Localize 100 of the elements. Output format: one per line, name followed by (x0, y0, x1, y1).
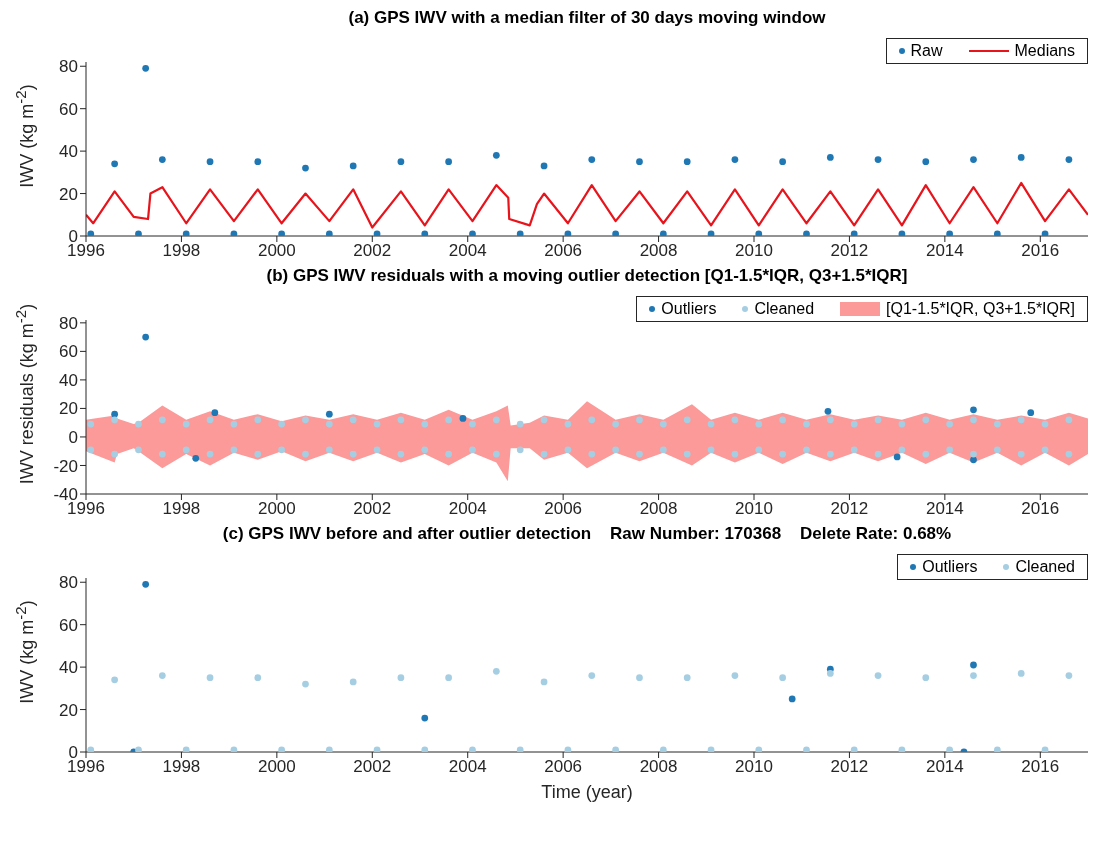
x-tick-label: 2004 (448, 241, 487, 261)
point (111, 676, 119, 684)
y-tick-label: 80 (59, 313, 78, 333)
point (850, 746, 858, 752)
point (445, 674, 453, 682)
x-tick-label: 2002 (353, 241, 392, 261)
point (874, 156, 882, 163)
point (469, 746, 476, 752)
point (893, 453, 901, 461)
point (612, 746, 620, 752)
legend-label: Cleaned (1015, 558, 1075, 576)
point (755, 230, 763, 236)
y-tick-label: 60 (59, 99, 78, 119)
point (325, 230, 333, 236)
point (707, 746, 715, 752)
point (349, 678, 357, 686)
x-tick-label: 2012 (830, 499, 869, 519)
point (421, 714, 429, 722)
point (970, 156, 977, 163)
x-tick-label: 1998 (162, 757, 201, 777)
point (1065, 672, 1073, 679)
point (1017, 154, 1025, 161)
point (659, 230, 667, 236)
point (1041, 230, 1049, 236)
point (636, 674, 643, 682)
point (142, 333, 150, 341)
point (850, 230, 858, 236)
point (230, 230, 238, 236)
point (993, 230, 1001, 236)
x-tick-label: 2010 (735, 499, 773, 519)
chart-title: (c) GPS IWV before and after outlier detection Raw Number: 170368 Delete Rate: 0.68% (221, 524, 953, 545)
x-tick-label: 2004 (448, 757, 487, 777)
point (803, 746, 810, 752)
point (158, 156, 166, 163)
point (492, 667, 500, 675)
point (445, 158, 453, 166)
legend-label: Raw (910, 42, 943, 60)
legend-label: Outliers (661, 300, 717, 318)
x-axis-title: Time (year) (540, 782, 634, 803)
point (788, 695, 796, 703)
point (211, 409, 219, 417)
point (182, 230, 190, 236)
point (373, 746, 381, 752)
point (516, 230, 524, 236)
point (707, 230, 715, 236)
point (588, 672, 596, 679)
point (683, 158, 691, 166)
x-tick-label: 2010 (735, 241, 773, 261)
chart-title: (b) GPS IWV residuals with a moving outlier detection [Q1-1.5*IQR, Q3+1.5*IQR] (265, 266, 909, 287)
x-tick-label: 2000 (257, 757, 296, 777)
point (826, 154, 834, 161)
point (325, 410, 333, 418)
point (158, 672, 166, 679)
chart-title: (a) GPS IWV with a median filter of 30 days moving window (347, 8, 827, 29)
point (142, 64, 150, 72)
y-tick-label: 60 (59, 342, 78, 362)
point (325, 746, 333, 752)
point (459, 415, 467, 422)
point (254, 674, 262, 682)
point (397, 158, 405, 166)
point (731, 156, 739, 163)
point (192, 454, 200, 462)
point (970, 672, 977, 679)
point (87, 746, 95, 752)
point (111, 160, 119, 168)
point (683, 674, 691, 682)
point (946, 746, 954, 752)
point (206, 158, 214, 166)
point (349, 162, 357, 170)
x-tick-label: 2016 (1021, 241, 1060, 261)
x-tick-label: 2002 (353, 757, 392, 777)
y-tick-label: 40 (59, 370, 78, 390)
point (922, 158, 930, 166)
point (540, 678, 548, 686)
point (659, 746, 667, 752)
point (135, 746, 142, 752)
point (588, 156, 596, 163)
point (278, 746, 286, 752)
point (254, 158, 262, 166)
point (421, 746, 429, 752)
point (135, 230, 142, 236)
point (182, 746, 190, 752)
x-tick-label: 2006 (544, 499, 583, 519)
point (874, 672, 882, 679)
point (970, 406, 977, 414)
point (898, 746, 906, 752)
y-tick-label: 40 (59, 142, 78, 162)
point (230, 746, 238, 752)
x-tick-label: 2014 (925, 241, 964, 261)
x-tick-label: 2016 (1021, 499, 1060, 519)
point (564, 230, 572, 236)
y-tick-label: 80 (59, 57, 78, 77)
point (564, 746, 572, 752)
x-tick-label: 2002 (353, 499, 392, 519)
y-tick-label: -20 (53, 456, 78, 476)
point (731, 672, 739, 679)
point (278, 230, 286, 236)
point (1041, 746, 1049, 752)
legend-label: Outliers (922, 558, 978, 576)
legend-label: Medians (1014, 42, 1075, 60)
